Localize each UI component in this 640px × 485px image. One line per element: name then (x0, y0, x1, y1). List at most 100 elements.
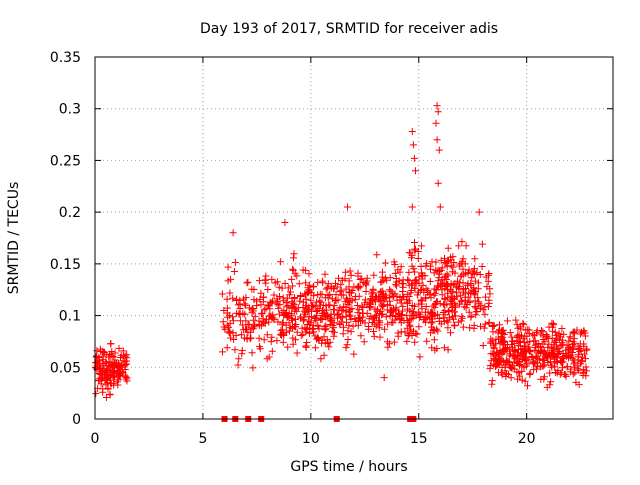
data-point (484, 277, 492, 285)
data-point (428, 323, 435, 331)
data-point (441, 272, 449, 280)
data-point (494, 369, 502, 377)
data-point (454, 318, 462, 326)
data-point (344, 327, 352, 335)
data-point (562, 346, 570, 354)
data-point (98, 371, 106, 379)
data-point (399, 307, 406, 315)
data-point (344, 336, 352, 343)
data-point (339, 314, 347, 322)
data-point (235, 355, 243, 363)
data-point (224, 263, 232, 271)
data-point (297, 332, 305, 339)
data-point (345, 277, 353, 285)
data-point (99, 364, 107, 372)
data-point (547, 378, 555, 386)
data-point (418, 297, 426, 305)
data-point (543, 354, 551, 362)
data-point (450, 308, 458, 316)
data-point (514, 375, 522, 383)
data-point (554, 351, 562, 358)
data-point (314, 278, 322, 286)
data-point (305, 313, 313, 321)
data-point (348, 289, 355, 297)
data-point (513, 321, 521, 329)
data-point (242, 325, 249, 333)
y-tick-label: 0.3 (59, 102, 81, 118)
data-point (548, 319, 556, 327)
data-point (289, 299, 297, 307)
data-point (328, 295, 336, 303)
x-tick-label: 10 (302, 431, 320, 447)
data-point (417, 263, 425, 270)
data-point (386, 297, 394, 305)
data-point (384, 320, 392, 328)
data-point (343, 341, 351, 349)
data-point (578, 357, 585, 365)
data-point (428, 344, 436, 352)
data-point (332, 279, 339, 287)
data-point (330, 302, 338, 309)
data-point (469, 267, 477, 275)
y-tick-label: 0.1 (59, 309, 81, 325)
data-point (413, 291, 421, 299)
data-point (116, 372, 123, 380)
data-point (582, 355, 589, 363)
data-point (107, 367, 115, 375)
data-point (284, 343, 292, 351)
data-point (517, 325, 525, 333)
data-point (287, 288, 294, 296)
data-point (351, 296, 359, 304)
data-point (467, 280, 475, 287)
data-point (544, 335, 552, 343)
data-point (541, 338, 549, 346)
data-point (393, 278, 400, 286)
x-tick-label: 15 (410, 431, 428, 447)
data-point (582, 363, 590, 371)
data-point (411, 247, 419, 255)
data-point (309, 325, 317, 332)
data-point (559, 364, 566, 372)
data-point (233, 295, 240, 303)
data-point (271, 279, 279, 287)
data-point (376, 297, 384, 305)
data-point (572, 378, 580, 386)
data-point (342, 312, 350, 320)
data-point (255, 334, 263, 342)
data-point (257, 301, 265, 309)
data-point (376, 333, 384, 341)
data-point (441, 254, 448, 262)
data-point (110, 379, 117, 387)
data-point (447, 329, 454, 337)
y-tick-label: 0.15 (50, 257, 81, 273)
data-point (547, 349, 555, 357)
data-point (506, 329, 514, 337)
data-point (447, 262, 455, 270)
data-point (542, 331, 550, 338)
data-point (292, 336, 299, 344)
data-point (97, 374, 105, 382)
data-point (349, 322, 357, 330)
data-point (522, 353, 530, 361)
data-point (459, 255, 467, 263)
data-point (316, 290, 324, 298)
data-point (370, 328, 377, 335)
data-point (480, 324, 488, 332)
data-point (512, 316, 520, 324)
data-point (341, 268, 349, 276)
data-point (521, 377, 529, 385)
data-point (509, 337, 516, 345)
data-point (370, 271, 378, 279)
data-point (564, 351, 572, 359)
data-point (332, 291, 340, 299)
data-point (348, 297, 356, 305)
data-point (231, 259, 239, 266)
data-point (315, 297, 323, 305)
data-point (320, 333, 328, 341)
data-point (344, 300, 352, 308)
data-point (517, 352, 525, 360)
data-point (524, 382, 531, 390)
data-point (423, 260, 431, 268)
data-point (111, 356, 119, 364)
